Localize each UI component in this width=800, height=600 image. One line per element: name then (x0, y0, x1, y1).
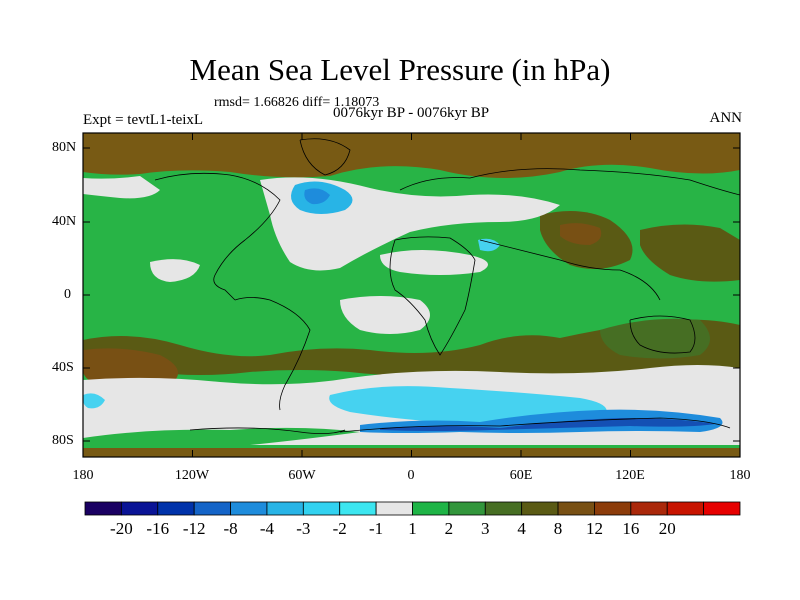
period-text: 0076kyr BP - 0076kyr BP (332, 105, 490, 121)
season-label: ANN (709, 110, 743, 126)
field-pacific-neutral (150, 259, 200, 282)
lon-label-180e: 180 (729, 468, 751, 483)
field-southern-high (83, 319, 740, 383)
field-arctic-high (83, 133, 740, 179)
colorbar-label: -1 (369, 519, 384, 538)
lat-label-40s: 40S (52, 360, 74, 375)
colorbar-swatch (484, 501, 523, 516)
field-tasman-high (600, 318, 710, 359)
colorbar-swatch (302, 501, 341, 516)
colorbar-label: 1 (408, 519, 417, 538)
colorbar-label: -16 (146, 519, 170, 538)
colorbar-label: -20 (110, 519, 133, 538)
colorbar-swatch (157, 501, 195, 516)
colorbar-label: 2 (444, 519, 454, 538)
field-pacific-high (640, 224, 740, 282)
lat-label-80n: 80N (52, 140, 77, 155)
colorbar-label: 20 (658, 519, 676, 538)
colorbar-label: -3 (296, 519, 311, 538)
stats-text: rmsd= 1.66826 diff= 1.18073 (214, 95, 380, 110)
colorbar-swatch (630, 501, 668, 516)
colorbar-swatch (412, 501, 450, 516)
map-title: Mean Sea Level Pressure (in hPa) (189, 52, 611, 87)
colorbar-label: -4 (259, 519, 275, 538)
colorbar-swatch (703, 501, 741, 516)
colorbar-swatch (193, 501, 231, 516)
lat-ticks (83, 147, 740, 442)
colorbar-label: 12 (585, 519, 603, 538)
colorbar-swatch (666, 501, 705, 516)
field-npacific-neutral (83, 176, 160, 199)
colorbar-swatch (594, 501, 632, 516)
field-southern-low-west (83, 393, 105, 409)
field-mideast-low (478, 238, 500, 252)
lon-label-60w: 60W (288, 468, 316, 483)
colorbar-label: 4 (517, 519, 526, 538)
lon-label-120e: 120E (615, 468, 645, 483)
coastlines (154, 138, 740, 434)
colorbar-swatch (448, 501, 486, 516)
colorbar-label: -12 (182, 519, 206, 538)
colorbar-swatch (557, 501, 595, 516)
field-asia-core (560, 223, 602, 245)
experiment-label: Expt = tevtL1-teixL (83, 112, 204, 128)
colorbar-swatch (120, 501, 159, 516)
lat-label-80s: 80S (52, 433, 74, 448)
lat-label-0: 0 (64, 287, 71, 302)
map-panel (82, 132, 741, 458)
colorbar (84, 501, 741, 516)
lon-label-0: 0 (407, 468, 415, 483)
colorbar-label: -2 (332, 519, 347, 538)
colorbar-swatch (339, 501, 377, 516)
colorbar-label: 16 (622, 519, 640, 538)
colorbar-label: 3 (481, 519, 490, 538)
colorbar-label: 8 (553, 519, 563, 538)
lon-label-180w: 180 (72, 468, 94, 483)
lon-label-60e: 60E (509, 468, 533, 483)
colorbar-swatch (84, 501, 122, 516)
lat-label-40n: 40N (52, 214, 77, 229)
colorbar-swatch (230, 501, 268, 516)
colorbar-swatch (266, 501, 304, 516)
field-antarctic-low-core (380, 418, 715, 431)
lon-ticks (82, 133, 741, 457)
colorbar-label: -8 (223, 519, 238, 538)
field-subtropical-neutral (380, 250, 488, 275)
lon-label-120w: 120W (174, 468, 210, 483)
colorbar-swatch (521, 501, 559, 516)
field-equatorial-neutral (340, 296, 430, 334)
colorbar-swatch (375, 501, 413, 516)
field-natlantic-low-core (304, 188, 330, 205)
